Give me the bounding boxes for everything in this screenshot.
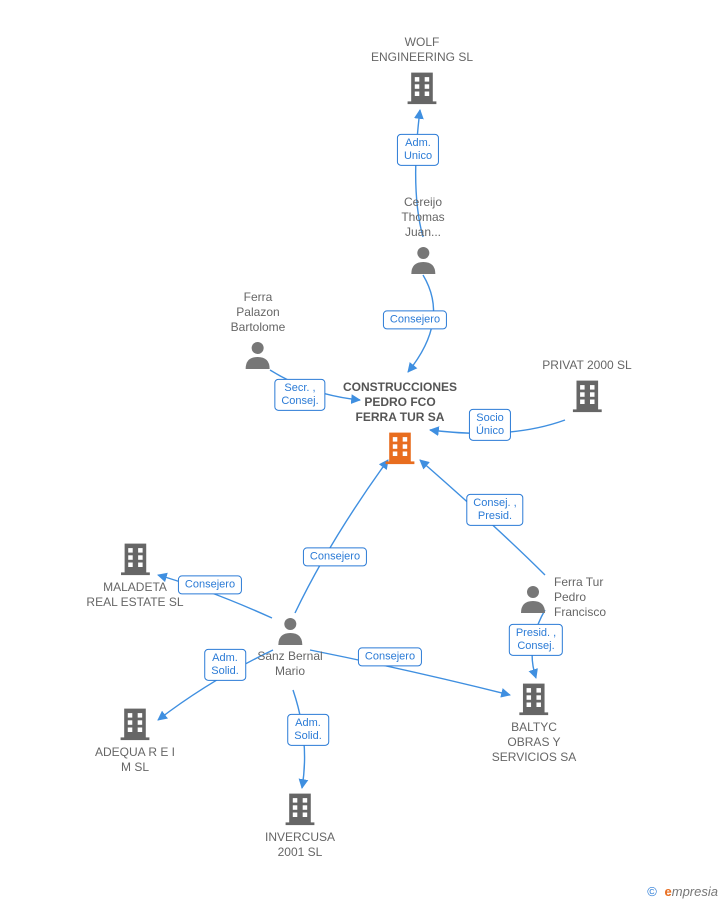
edge-label: Consejero — [303, 547, 367, 566]
node-label: Ferra Tur Pedro Francisco — [554, 575, 606, 620]
node-label: Ferra Palazon Bartolome — [231, 290, 286, 335]
edge-label: Presid. , Consej. — [509, 624, 563, 656]
building-icon — [343, 429, 457, 465]
node-center[interactable]: CONSTRUCCIONES PEDRO FCO FERRA TUR SA — [343, 380, 457, 465]
copyright-symbol: © — [647, 884, 657, 899]
edge-label: Consejero — [383, 310, 447, 329]
node-label: PRIVAT 2000 SL — [542, 358, 631, 373]
node-maladeta[interactable]: MALADETA REAL ESTATE SL — [86, 540, 183, 610]
node-label: Sanz Bernal Mario — [257, 649, 322, 679]
edge-path — [295, 460, 388, 613]
node-label: ADEQUA R E I M SL — [95, 745, 175, 775]
node-privat[interactable]: PRIVAT 2000 SL — [542, 358, 631, 413]
node-label: WOLF ENGINEERING SL — [371, 35, 473, 65]
building-icon — [86, 540, 183, 576]
person-icon — [231, 339, 286, 369]
edge-label: Consejero — [358, 647, 422, 666]
edge-label: Consej. , Presid. — [466, 494, 523, 526]
building-icon — [371, 69, 473, 105]
person-icon — [257, 615, 322, 645]
edge-label: Socio Único — [469, 409, 511, 441]
node-label: Cereijo Thomas Juan... — [401, 195, 444, 240]
brand-logo-e: e — [665, 884, 672, 899]
person-icon — [518, 583, 548, 613]
node-adequa[interactable]: ADEQUA R E I M SL — [95, 705, 175, 775]
edge-label: Secr. , Consej. — [274, 379, 325, 411]
node-ferra_pb[interactable]: Ferra Palazon Bartolome — [231, 290, 286, 369]
node-label: BALTYC OBRAS Y SERVICIOS SA — [492, 720, 576, 765]
node-label: MALADETA REAL ESTATE SL — [86, 580, 183, 610]
brand-logo-rest: mpresia — [672, 884, 718, 899]
footer-branding: © empresia — [647, 884, 718, 899]
node-label: INVERCUSA 2001 SL — [265, 830, 335, 860]
network-diagram: Adm. Unico Consejero Secr. , Consej. Socio … — [0, 0, 728, 905]
building-icon — [492, 680, 576, 716]
node-invercusa[interactable]: INVERCUSA 2001 SL — [265, 790, 335, 860]
building-icon — [95, 705, 175, 741]
node-baltyc[interactable]: BALTYC OBRAS Y SERVICIOS SA — [492, 680, 576, 765]
node-label: CONSTRUCCIONES PEDRO FCO FERRA TUR SA — [343, 380, 457, 425]
edge-label: Adm. Unico — [397, 134, 439, 166]
node-cereijo[interactable]: Cereijo Thomas Juan... — [401, 195, 444, 274]
person-icon — [401, 244, 444, 274]
node-wolf[interactable]: WOLF ENGINEERING SL — [371, 35, 473, 105]
building-icon — [542, 377, 631, 413]
edge-label: Consejero — [178, 575, 242, 594]
node-ferra_tur[interactable]: Ferra Tur Pedro Francisco — [518, 575, 678, 620]
edge-label: Adm. Solid. — [204, 649, 246, 681]
node-sanz[interactable]: Sanz Bernal Mario — [257, 615, 322, 679]
building-icon — [265, 790, 335, 826]
edge-label: Adm. Solid. — [287, 714, 329, 746]
